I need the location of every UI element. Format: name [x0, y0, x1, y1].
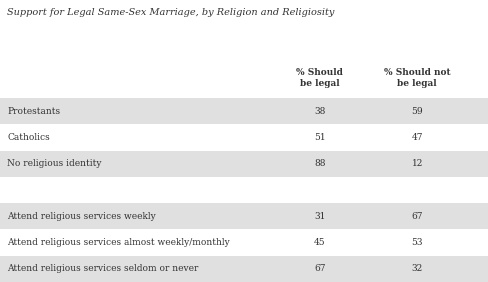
Text: 67: 67 — [314, 264, 325, 273]
Text: 31: 31 — [314, 212, 325, 221]
Text: Protestants: Protestants — [7, 107, 61, 116]
Text: 88: 88 — [314, 159, 325, 168]
Text: 47: 47 — [411, 133, 423, 142]
Text: Support for Legal Same-Sex Marriage, by Religion and Religiosity: Support for Legal Same-Sex Marriage, by … — [7, 8, 335, 17]
Bar — [0, 203, 488, 229]
Bar — [0, 98, 488, 124]
Text: No religious identity: No religious identity — [7, 159, 102, 168]
Text: 51: 51 — [314, 133, 325, 142]
Text: 67: 67 — [411, 212, 423, 221]
Text: 38: 38 — [314, 107, 325, 116]
Text: % Should
be legal: % Should be legal — [296, 68, 343, 88]
Text: 59: 59 — [411, 107, 423, 116]
Text: 53: 53 — [411, 238, 423, 247]
Text: Attend religious services seldom or never: Attend religious services seldom or neve… — [7, 264, 199, 273]
Bar — [0, 255, 488, 282]
Text: 45: 45 — [314, 238, 325, 247]
Text: Catholics: Catholics — [7, 133, 50, 142]
Text: 32: 32 — [411, 264, 423, 273]
Text: Attend religious services weekly: Attend religious services weekly — [7, 212, 156, 221]
Text: % Should not
be legal: % Should not be legal — [384, 68, 450, 88]
Bar — [0, 151, 488, 177]
Text: Attend religious services almost weekly/monthly: Attend religious services almost weekly/… — [7, 238, 230, 247]
Text: 12: 12 — [411, 159, 423, 168]
